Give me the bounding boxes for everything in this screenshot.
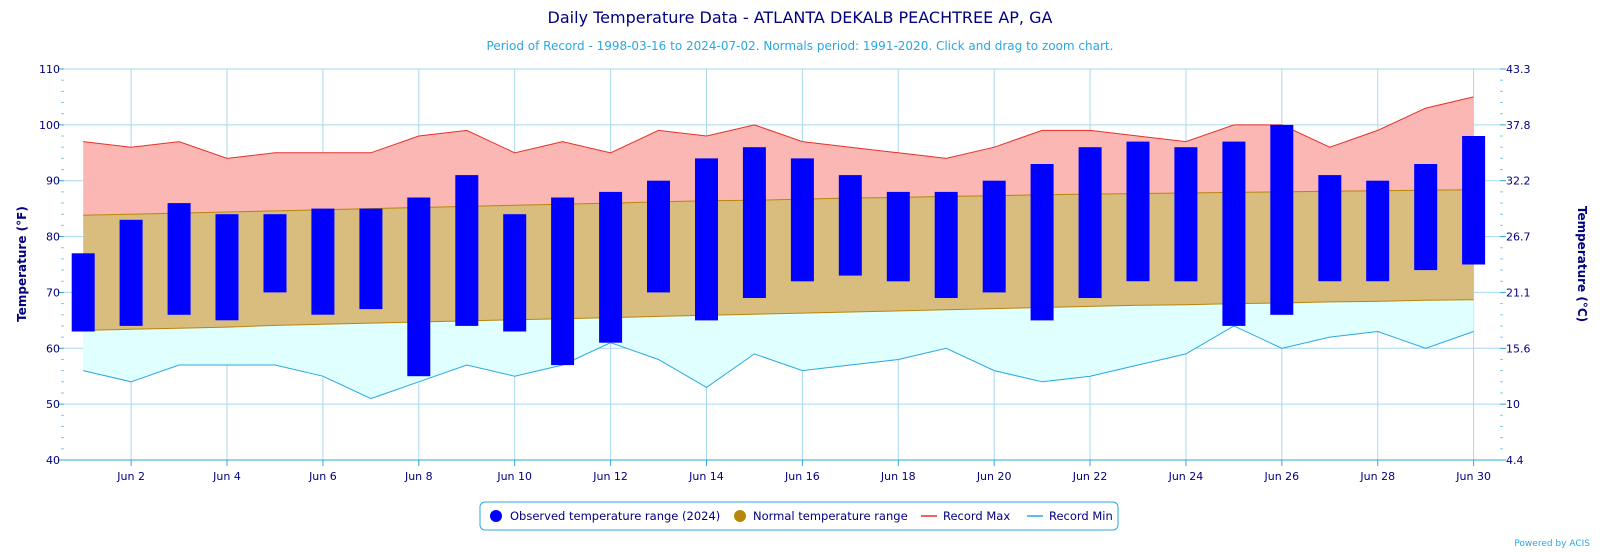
x-tick-label: Jun 30 <box>1455 470 1491 483</box>
y-tick-label-right: 4.4 <box>1506 454 1524 467</box>
y-tick-label-right: 43.3 <box>1506 63 1531 76</box>
record-min-area <box>83 299 1474 399</box>
observed-bar-jun-28[interactable] <box>1366 180 1390 282</box>
observed-bar-jun-7[interactable] <box>359 208 383 310</box>
y-tick-label-left: 60 <box>46 342 60 355</box>
x-tick-label: Jun 24 <box>1168 470 1204 483</box>
legend: Observed temperature range (2024) Normal… <box>479 501 1119 531</box>
x-tick-label: Jun 2 <box>116 470 145 483</box>
y-tick-label-left: 80 <box>46 231 60 244</box>
x-tick-label: Jun 22 <box>1072 470 1108 483</box>
legend-box <box>479 501 1119 531</box>
legend-label-record-min: Record Min <box>1049 509 1113 523</box>
legend-label-record-max: Record Max <box>943 509 1010 523</box>
observed-bar-jun-16[interactable] <box>790 158 814 282</box>
observed-bar-jun-10[interactable] <box>503 214 527 332</box>
normal-range-area <box>83 189 1474 331</box>
y-tick-label-left: 100 <box>39 119 60 132</box>
observed-bar-jun-18[interactable] <box>886 191 910 282</box>
x-tick-label: Jun 12 <box>592 470 628 483</box>
observed-bar-jun-3[interactable] <box>167 203 191 315</box>
y-axis-title-right: Temperature (°C) <box>1575 206 1589 322</box>
legend-marker-observed <box>490 510 502 522</box>
observed-bar-jun-29[interactable] <box>1414 164 1438 271</box>
legend-item-record-min[interactable]: Record Min <box>1027 509 1113 523</box>
record-max-area <box>83 96 1474 216</box>
record-max-line <box>83 96 1474 159</box>
y-tick-label-left: 90 <box>46 175 60 188</box>
observed-bar-jun-5[interactable] <box>263 214 287 293</box>
axes: 40 4.4 50 10 60 15.6 70 21.1 80 26.7 90 32.2 100 37.8… <box>39 63 1531 483</box>
legend-item-observed[interactable]: Observed temperature range (2024) <box>490 509 720 523</box>
observed-bar-jun-12[interactable] <box>599 191 623 343</box>
chart-title: Daily Temperature Data - ATLANTA DEKALB … <box>548 8 1053 27</box>
y-axis-title-left: Temperature (°F) <box>15 206 29 322</box>
x-tick-label: Jun 18 <box>880 470 916 483</box>
y-tick-label-left: 110 <box>39 63 60 76</box>
legend-item-normal[interactable]: Normal temperature range <box>734 509 908 523</box>
x-tick-label: Jun 28 <box>1359 470 1395 483</box>
observed-bar-jun-25[interactable] <box>1222 141 1246 326</box>
observed-bar-jun-13[interactable] <box>647 180 670 293</box>
y-tick-label-right: 32.2 <box>1506 175 1531 188</box>
observed-bar-jun-15[interactable] <box>742 147 766 298</box>
observed-bar-jun-30[interactable] <box>1462 136 1486 265</box>
observed-bar-jun-11[interactable] <box>551 197 575 366</box>
observed-bar-jun-17[interactable] <box>838 175 862 276</box>
observed-bar-jun-14[interactable] <box>695 158 718 321</box>
observed-bar-jun-8[interactable] <box>407 197 431 377</box>
range-areas <box>83 96 1474 400</box>
y-tick-label-right: 15.6 <box>1506 342 1531 355</box>
observed-bar-jun-26[interactable] <box>1270 124 1294 315</box>
observed-bar-jun-20[interactable] <box>982 180 1006 293</box>
legend-label-observed: Observed temperature range (2024) <box>510 509 720 523</box>
x-tick-label: Jun 8 <box>404 470 433 483</box>
y-tick-label-right: 26.7 <box>1506 231 1531 244</box>
x-tick-label: Jun 14 <box>688 470 724 483</box>
observed-bar-jun-19[interactable] <box>934 191 958 298</box>
legend-label-normal: Normal temperature range <box>753 509 908 523</box>
observed-bar-jun-1[interactable] <box>71 253 95 332</box>
x-tick-label: Jun 10 <box>496 470 532 483</box>
observed-bar-jun-9[interactable] <box>455 175 479 326</box>
y-tick-label-left: 50 <box>46 398 60 411</box>
legend-marker-normal <box>734 510 746 522</box>
legend-item-record-max[interactable]: Record Max <box>921 509 1010 523</box>
y-tick-label-left: 70 <box>46 286 60 299</box>
observed-bar-jun-22[interactable] <box>1078 147 1102 298</box>
x-tick-label: Jun 6 <box>308 470 337 483</box>
observed-bar-jun-27[interactable] <box>1318 175 1342 282</box>
x-tick-label: Jun 16 <box>784 470 820 483</box>
y-tick-label-right: 10 <box>1506 398 1520 411</box>
x-tick-label: Jun 26 <box>1263 470 1299 483</box>
credit-link[interactable]: Powered by ACIS <box>1514 539 1590 549</box>
observed-bar-jun-6[interactable] <box>311 208 335 315</box>
x-tick-label: Jun 20 <box>976 470 1012 483</box>
observed-bar-jun-21[interactable] <box>1030 164 1054 321</box>
observed-bar-jun-23[interactable] <box>1126 141 1150 282</box>
observed-bar-jun-24[interactable] <box>1174 147 1198 282</box>
chart-subtitle: Period of Record - 1998-03-16 to 2024-07… <box>487 39 1114 53</box>
y-tick-label-right: 21.1 <box>1506 286 1531 299</box>
record-min-line <box>83 325 1474 400</box>
observed-bars <box>71 124 1486 377</box>
y-tick-label-right: 37.8 <box>1506 119 1531 132</box>
x-tick-label: Jun 4 <box>212 470 241 483</box>
y-tick-label-left: 40 <box>46 454 60 467</box>
observed-bar-jun-4[interactable] <box>215 214 239 321</box>
observed-bar-jun-2[interactable] <box>119 219 143 326</box>
